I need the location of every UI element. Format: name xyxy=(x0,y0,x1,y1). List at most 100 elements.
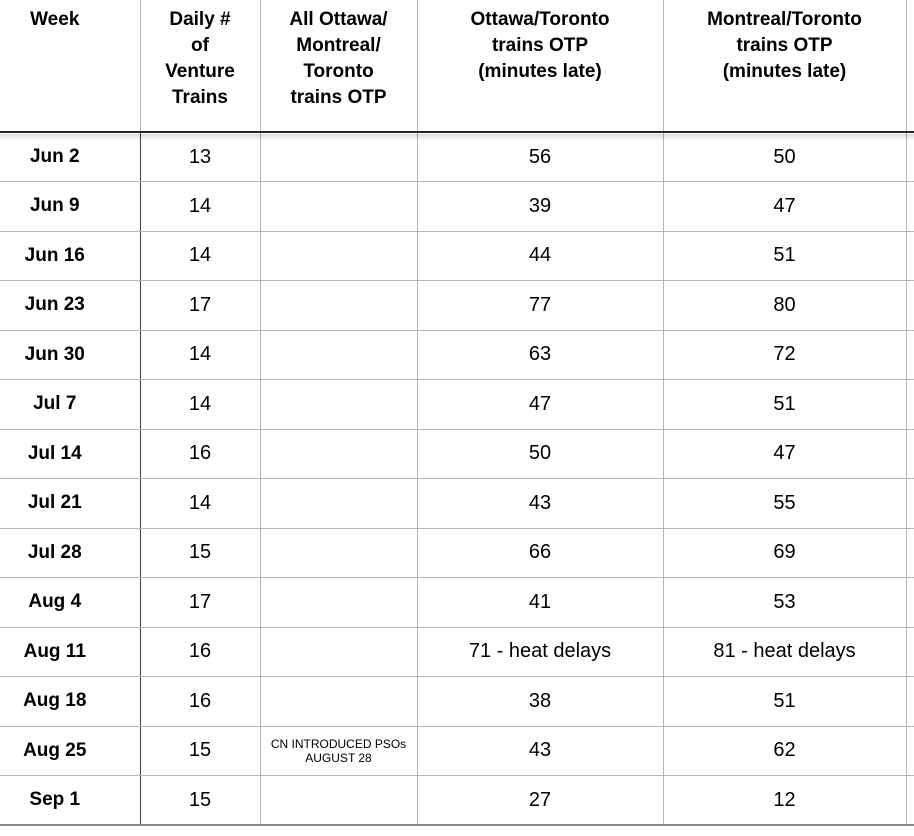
table-row: Aug 11 16 71 - heat delays 81 - heat del… xyxy=(0,627,914,677)
overflow-cell xyxy=(906,528,914,578)
week-cell: Aug 11 xyxy=(0,627,141,677)
note-cell xyxy=(260,132,418,182)
note-cell xyxy=(260,231,418,281)
daily-trains-cell: 14 xyxy=(140,379,261,430)
note-cell xyxy=(260,330,418,380)
montreal-otp-cell: 50 xyxy=(663,132,907,182)
ottawa-otp-cell: 50 xyxy=(417,429,664,479)
table-row: Jun 2 13 56 50 xyxy=(0,132,914,182)
note-cell xyxy=(260,280,418,331)
table-row: Aug 4 17 41 53 xyxy=(0,577,914,628)
week-cell: Aug 4 xyxy=(0,577,141,628)
daily-trains-cell: 17 xyxy=(140,577,261,628)
ottawa-otp-cell: 39 xyxy=(417,181,664,232)
week-cell: Jun 9 xyxy=(0,181,141,232)
week-cell: Aug 18 xyxy=(0,676,141,727)
montreal-otp-cell: 51 xyxy=(663,676,907,727)
ottawa-otp-cell: 38 xyxy=(417,676,664,727)
note-cell xyxy=(260,181,418,232)
note-cell xyxy=(260,478,418,529)
overflow-cell xyxy=(906,429,914,479)
note-cell xyxy=(260,429,418,479)
note-cell xyxy=(260,676,418,727)
week-cell: Jul 7 xyxy=(0,379,141,430)
overflow-cell xyxy=(906,231,914,281)
ottawa-otp-cell: 66 xyxy=(417,528,664,578)
daily-trains-cell: 13 xyxy=(140,132,261,182)
montreal-otp-cell: 12 xyxy=(663,775,907,826)
col-header-all-trains-otp: All Ottawa/ Montreal/ Toronto trains OTP xyxy=(260,0,418,133)
montreal-otp-cell: 53 xyxy=(663,577,907,628)
note-cell xyxy=(260,577,418,628)
montreal-otp-cell: 81 - heat delays xyxy=(663,627,907,677)
week-cell: Jul 28 xyxy=(0,528,141,578)
table-row: Aug 18 16 38 51 xyxy=(0,676,914,727)
week-cell: Jun 16 xyxy=(0,231,141,281)
daily-trains-cell: 15 xyxy=(140,726,261,776)
table-row: Jun 30 14 63 72 xyxy=(0,330,914,380)
daily-trains-cell: 17 xyxy=(140,280,261,331)
ottawa-otp-cell: 44 xyxy=(417,231,664,281)
ottawa-otp-cell: 56 xyxy=(417,132,664,182)
table-row: Jun 16 14 44 51 xyxy=(0,231,914,281)
table-row: Jun 23 17 77 80 xyxy=(0,280,914,331)
note-cell xyxy=(260,528,418,578)
col-header-daily-venture-trains: Daily # of Venture Trains xyxy=(140,0,261,133)
ottawa-otp-cell: 47 xyxy=(417,379,664,430)
ottawa-otp-cell: 77 xyxy=(417,280,664,331)
header-row: Week Daily # of Venture Trains All Ottaw… xyxy=(0,0,914,133)
week-cell: Jun 23 xyxy=(0,280,141,331)
table-row: Jul 28 15 66 69 xyxy=(0,528,914,578)
week-cell: Jul 21 xyxy=(0,478,141,529)
ottawa-otp-cell: 63 xyxy=(417,330,664,380)
note-cell xyxy=(260,379,418,430)
week-cell: Jun 2 xyxy=(0,132,141,182)
montreal-otp-cell: 51 xyxy=(663,231,907,281)
note-cell: CN INTRODUCED PSOs AUGUST 28 xyxy=(260,726,418,776)
overflow-cell xyxy=(906,280,914,331)
table-row: Jul 21 14 43 55 xyxy=(0,478,914,529)
col-header-week: Week xyxy=(0,0,141,133)
table-row: Sep 1 15 27 12 xyxy=(0,775,914,826)
montreal-otp-cell: 80 xyxy=(663,280,907,331)
ottawa-otp-cell: 41 xyxy=(417,577,664,628)
week-cell: Jun 30 xyxy=(0,330,141,380)
daily-trains-cell: 14 xyxy=(140,181,261,232)
ottawa-otp-cell: 43 xyxy=(417,726,664,776)
overflow-cell xyxy=(906,181,914,232)
overflow-cell xyxy=(906,478,914,529)
daily-trains-cell: 15 xyxy=(140,775,261,826)
daily-trains-cell: 16 xyxy=(140,676,261,727)
ottawa-otp-cell: 27 xyxy=(417,775,664,826)
montreal-otp-cell: 47 xyxy=(663,181,907,232)
montreal-otp-cell: 55 xyxy=(663,478,907,529)
week-cell: Aug 25 xyxy=(0,726,141,776)
week-cell: Jul 14 xyxy=(0,429,141,479)
daily-trains-cell: 14 xyxy=(140,478,261,529)
montreal-otp-cell: 72 xyxy=(663,330,907,380)
table-row: Jun 9 14 39 47 xyxy=(0,181,914,232)
daily-trains-cell: 14 xyxy=(140,330,261,380)
daily-trains-cell: 16 xyxy=(140,429,261,479)
overflow-cell xyxy=(906,627,914,677)
montreal-otp-cell: 51 xyxy=(663,379,907,430)
overflow-cell xyxy=(906,379,914,430)
montreal-otp-cell: 69 xyxy=(663,528,907,578)
week-cell: Sep 1 xyxy=(0,775,141,826)
overflow-cell xyxy=(906,132,914,182)
overflow-cell xyxy=(906,726,914,776)
montreal-otp-cell: 62 xyxy=(663,726,907,776)
overflow-cell xyxy=(906,577,914,628)
col-header-ottawa-toronto-otp: Ottawa/Toronto trains OTP (minutes late) xyxy=(417,0,664,133)
overflow-cell xyxy=(906,775,914,826)
ottawa-otp-cell: 71 - heat delays xyxy=(417,627,664,677)
daily-trains-cell: 14 xyxy=(140,231,261,281)
overflow-cell xyxy=(906,330,914,380)
note-cell xyxy=(260,775,418,826)
daily-trains-cell: 15 xyxy=(140,528,261,578)
daily-trains-cell: 16 xyxy=(140,627,261,677)
table-row: Aug 25 15 CN INTRODUCED PSOs AUGUST 28 4… xyxy=(0,726,914,776)
table-row: Jul 14 16 50 47 xyxy=(0,429,914,479)
table-row: Jul 7 14 47 51 xyxy=(0,379,914,430)
